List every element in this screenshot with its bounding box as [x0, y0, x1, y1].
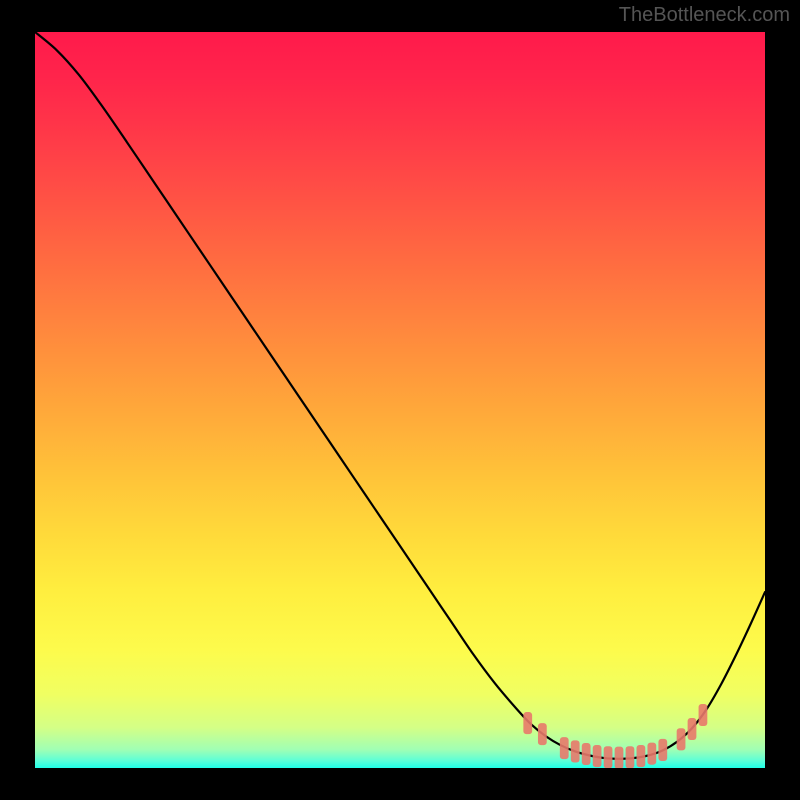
marker-pill	[593, 745, 602, 767]
marker-pill	[677, 728, 686, 750]
marker-pill	[637, 745, 646, 767]
marker-pill	[688, 718, 697, 740]
marker-pill	[626, 746, 635, 768]
marker-pill	[538, 723, 547, 745]
marker-pill	[560, 737, 569, 759]
marker-pill	[658, 739, 667, 761]
plot-background	[35, 32, 765, 768]
bottleneck-curve-plot	[35, 32, 765, 768]
marker-pill	[615, 747, 624, 768]
marker-pill	[699, 704, 708, 726]
watermark-label: TheBottleneck.com	[619, 4, 790, 27]
marker-pill	[647, 743, 656, 765]
chart-container: TheBottleneck.com	[0, 0, 800, 800]
marker-pill	[571, 740, 580, 762]
marker-pill	[604, 746, 613, 768]
marker-pill	[582, 743, 591, 765]
marker-pill	[523, 712, 532, 734]
